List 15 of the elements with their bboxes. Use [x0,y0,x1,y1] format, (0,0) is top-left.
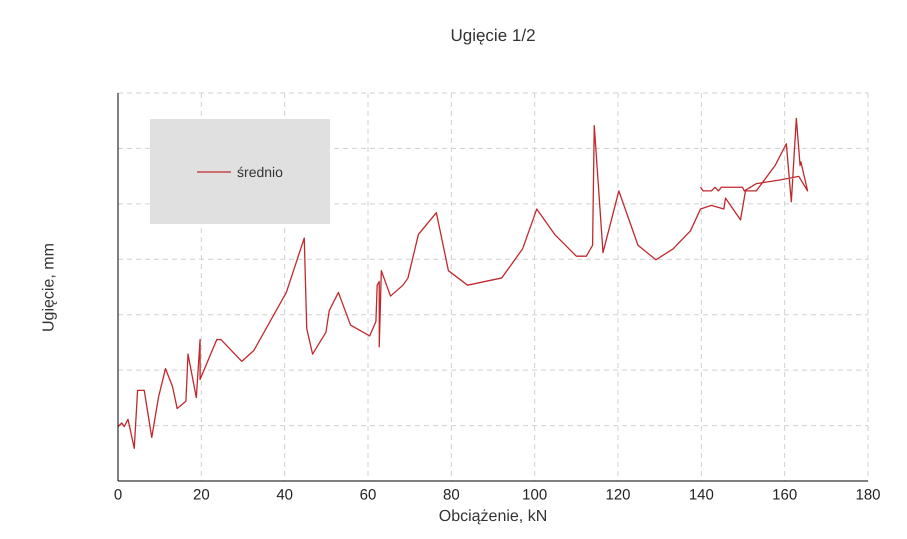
x-tick-label: 160 [772,486,798,504]
x-tick-label: 120 [605,486,631,504]
x-tick-label: 0 [114,486,122,504]
y-axis-title: Ugięcie, mm [40,243,58,332]
chart-title: Ugięcie 1/2 [449,26,537,46]
x-tick-label: 180 [855,486,881,504]
x-tick-label: 100 [522,486,548,504]
x-tick-label: 80 [442,486,460,504]
legend-label: średnio [237,164,283,180]
legend-panel: średnio [150,119,330,224]
x-axis-title: Obciążenie, kN [438,508,548,526]
x-tick-label: 140 [688,486,714,504]
x-tick-label: 60 [360,486,376,504]
x-tick-label: 40 [276,486,294,504]
x-tick-label: 20 [192,486,210,504]
